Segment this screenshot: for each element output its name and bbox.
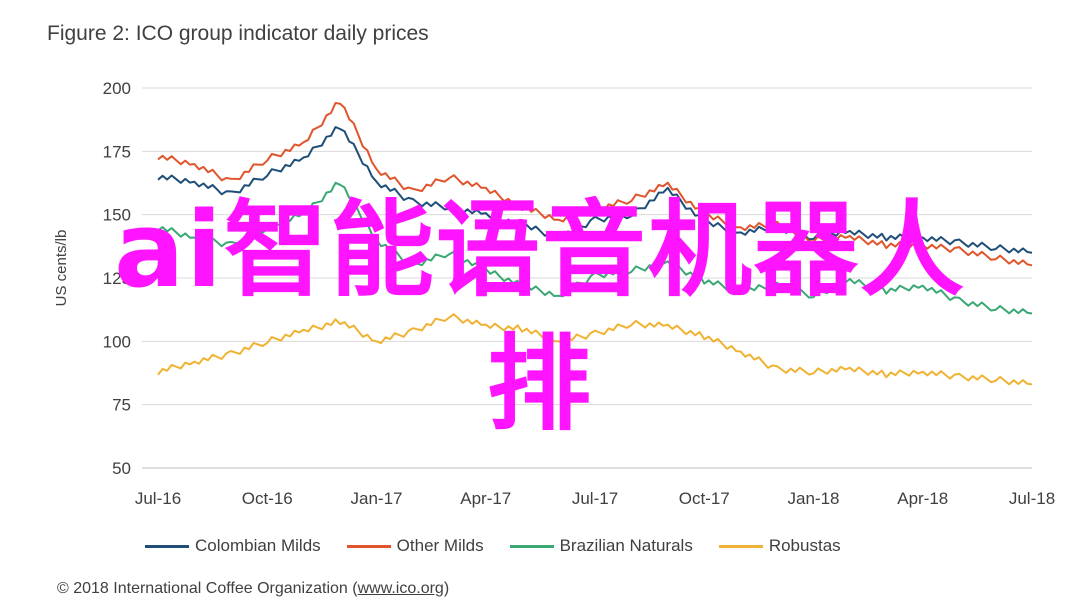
- x-tick-label: Jan-18: [788, 489, 840, 508]
- series-line-brazilian: [157, 181, 1033, 315]
- watermark-line-1: ai智能语音机器人: [114, 189, 966, 311]
- y-tick-label: 150: [103, 206, 131, 225]
- series-line-other: [157, 102, 1033, 267]
- legend-item: Brazilian Naturals: [509, 536, 693, 556]
- series-line-colombian: [157, 126, 1033, 254]
- y-tick-label: 125: [103, 269, 131, 288]
- chart-title: Figure 2: ICO group indicator daily pric…: [47, 22, 429, 45]
- y-axis-label: US cents/lb: [53, 230, 70, 307]
- credit-prefix: © 2018 International Coffee Organization…: [57, 580, 358, 597]
- legend-label: Brazilian Naturals: [559, 536, 693, 555]
- legend-label: Other Milds: [396, 536, 484, 555]
- x-tick-label: Oct-16: [242, 489, 293, 508]
- legend-swatch: [718, 544, 763, 548]
- watermark-line-2: 排: [486, 323, 593, 445]
- x-tick-label: Jul-16: [135, 489, 181, 508]
- legend-item: Other Milds: [346, 536, 484, 556]
- chart-legend: Colombian Milds Other Milds Brazilian Natu…: [145, 536, 867, 556]
- y-tick-label: 75: [112, 396, 131, 415]
- legend-label: Robustas: [768, 536, 841, 555]
- x-tick-label: Apr-17: [460, 489, 511, 508]
- series-line-robustas: [157, 313, 1033, 386]
- legend-item: Robustas: [718, 536, 841, 556]
- x-tick-label: Apr-18: [897, 489, 948, 508]
- credit-line: © 2018 International Coffee Organization…: [57, 580, 449, 598]
- y-tick-label: 50: [112, 459, 131, 478]
- legend-swatch: [509, 544, 554, 548]
- x-tick-label: Jan-17: [351, 489, 403, 508]
- credit-link[interactable]: www.ico.org: [357, 580, 444, 597]
- legend-label: Colombian Milds: [195, 536, 321, 555]
- y-tick-label: 100: [103, 332, 131, 351]
- x-tick-label: Jul-17: [572, 489, 618, 508]
- x-tick-label: Oct-17: [679, 489, 730, 508]
- y-tick-label: 175: [103, 142, 131, 161]
- legend-swatch: [145, 544, 189, 548]
- legend-swatch: [346, 544, 391, 548]
- y-tick-label: 200: [103, 79, 131, 98]
- x-tick-label: Jul-18: [1009, 489, 1055, 508]
- credit-suffix: ): [443, 580, 450, 597]
- legend-item: Colombian Milds: [145, 536, 321, 556]
